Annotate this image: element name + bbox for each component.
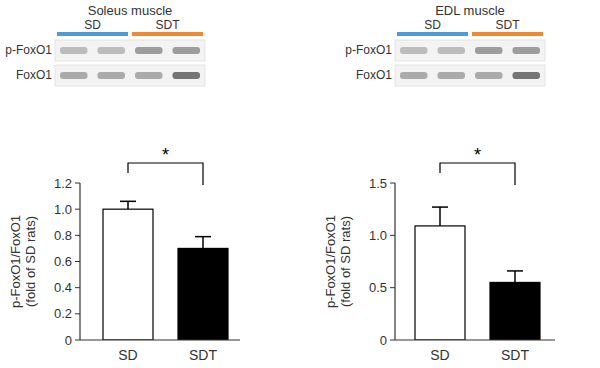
y-axis-label: (fold of SD rats) [338,216,353,307]
x-tick-label: SDT [189,347,217,363]
group-bar [57,32,128,36]
blot-band [98,47,126,54]
y-tick [390,340,395,341]
y-tick-label: 1.2 [54,176,72,191]
y-tick [75,287,80,288]
bar [103,209,153,340]
group-bar [472,32,543,36]
row-label: p-FoxO1 [5,43,52,57]
y-tick [75,261,80,262]
x-tick-label: SD [118,347,137,363]
y-tick-label: 1.0 [54,202,72,217]
bar-chart: p-FoxO1/FoxO1(fold of SD rats) 0 0.5 1.0 1.5… [323,145,555,363]
error-bar [127,201,129,209]
blot-band [400,47,428,54]
bar [415,226,465,340]
y-tick [75,183,80,184]
blot-band [475,72,503,79]
y-tick-label: 0.8 [54,228,72,243]
error-cap [507,270,523,272]
bar [178,248,228,340]
y-axis-label: p-FoxO1/FoxO1 [323,215,338,308]
blot-band [475,47,503,54]
y-tick-label: 0 [65,333,72,348]
bar [490,282,540,340]
blot-strip [395,40,545,61]
blot-band [60,72,88,79]
x-tick-label: SDT [501,347,529,363]
y-axis [79,183,80,340]
blot-title: Soleus muscle [88,3,173,18]
significance-label: * [474,145,481,165]
blot-title: EDL muscle [435,3,505,18]
marks [103,201,228,340]
blot-strip [395,65,545,86]
error-cap [432,206,448,208]
y-tick-label: 0.4 [54,280,72,295]
blot-band [60,47,88,54]
significance-bracket [128,163,203,185]
y-tick [75,340,80,341]
row-label: p-FoxO1 [345,43,392,57]
blot-strip [55,65,205,86]
group-label: SDT [156,18,181,32]
group-label: SD [424,18,441,32]
group-label: SDT [496,18,521,32]
error-bar [202,237,204,249]
y-tick [75,313,80,314]
y-tick-label: 0.5 [369,280,387,295]
y-tick-label: 1.0 [369,228,387,243]
y-tick [390,183,395,184]
blot-band [135,47,163,54]
marks [415,207,540,340]
y-tick-label: 0 [380,333,387,348]
blot-band [135,72,163,79]
error-cap [195,236,211,238]
row-label: FoxO1 [16,68,52,82]
blot-panel: EDL muscleSD SDT p-FoxO1 FoxO1 [345,3,545,86]
blot-band [513,72,541,79]
y-tick-label: 0.2 [54,306,72,321]
group-label: SD [84,18,101,32]
group-bar [132,32,203,36]
x-axis [80,339,240,340]
row-label: FoxO1 [356,68,392,82]
y-axis-label: p-FoxO1/FoxO1 [8,215,23,308]
y-tick-label: 0.6 [54,254,72,269]
y-tick [390,235,395,236]
error-cap [120,201,136,203]
y-tick [390,287,395,288]
figure: Soleus muscleSDSDTp-FoxO1FoxO1EDL muscle… [0,0,600,368]
blot-band [438,72,466,79]
x-tick-label: SD [430,347,449,363]
y-tick [75,235,80,236]
blot-band [173,72,201,79]
blot-band [98,72,126,79]
blot-panel: Soleus muscleSD SDT p-FoxO1 FoxO1 [5,3,205,86]
y-tick [75,209,80,210]
blot-band [513,47,541,54]
error-bar [514,271,516,283]
y-axis-label: (fold of SD rats) [23,216,38,307]
significance-label: * [162,145,169,165]
bar-chart: p-FoxO1/FoxO1(fold of SD rats) 0 0.2 0.4 0.6… [8,145,240,363]
x-axis [395,339,555,340]
blot-strip [55,40,205,61]
y-axis [394,183,395,340]
group-bar [397,32,468,36]
blot-band [438,47,466,54]
blot-band [173,47,201,54]
error-bar [439,207,441,226]
blot-band [400,72,428,79]
y-tick-label: 1.5 [369,176,387,191]
significance-bracket [440,163,515,185]
